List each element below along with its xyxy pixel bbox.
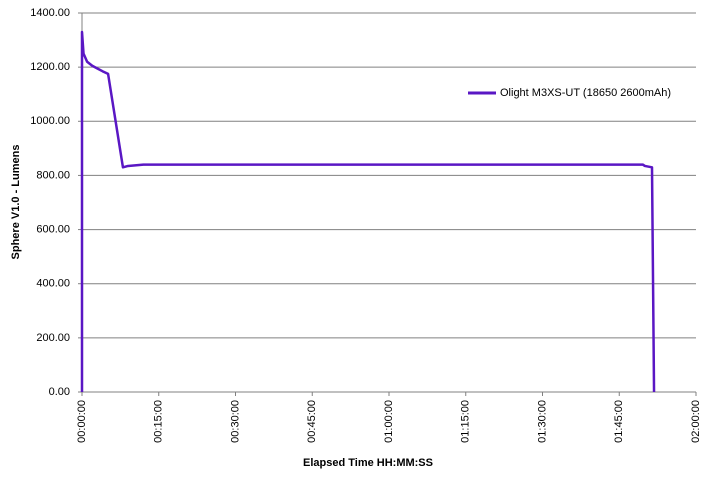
y-tick-label: 400.00 bbox=[36, 278, 70, 290]
data-line bbox=[80, 30, 656, 393]
x-tick-label: 00:00:00 bbox=[76, 400, 88, 443]
y-tick-label: 0.00 bbox=[49, 386, 70, 398]
y-axis-title: Sphere V1.0 - Lumens bbox=[10, 145, 22, 260]
x-tick-label: 01:00:00 bbox=[383, 400, 395, 443]
y-tick-label: 1400.00 bbox=[30, 7, 70, 19]
x-tick-label: 00:45:00 bbox=[306, 400, 318, 443]
legend-label: Olight M3XS-UT (18650 2600mAh) bbox=[500, 87, 671, 99]
x-tick-label: 00:15:00 bbox=[153, 400, 165, 443]
y-tick-label: 1000.00 bbox=[30, 115, 70, 127]
y-tick-label: 200.00 bbox=[36, 332, 70, 344]
x-axis-title: Elapsed Time HH:MM:SS bbox=[303, 457, 433, 469]
x-tick-label: 01:45:00 bbox=[613, 400, 625, 443]
x-tick-label: 00:30:00 bbox=[229, 400, 241, 443]
y-tick-label: 600.00 bbox=[36, 223, 70, 235]
x-tick-label: 01:15:00 bbox=[460, 400, 472, 443]
x-tick-label: 02:00:00 bbox=[690, 400, 702, 443]
y-tick-label: 1200.00 bbox=[30, 61, 70, 73]
x-tick-label: 01:30:00 bbox=[536, 400, 548, 443]
y-tick-label: 800.00 bbox=[36, 169, 70, 181]
